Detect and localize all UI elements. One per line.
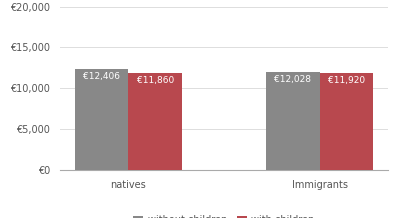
Text: €12,406: €12,406 xyxy=(83,72,120,81)
Bar xyxy=(266,72,320,170)
Text: €11,920: €11,920 xyxy=(328,76,365,85)
Legend: without children, with children: without children, with children xyxy=(130,211,318,218)
Bar xyxy=(320,73,373,170)
Text: €12,028: €12,028 xyxy=(274,75,311,84)
Bar xyxy=(128,73,182,170)
Text: €11,860: €11,860 xyxy=(136,76,174,85)
Bar xyxy=(75,69,128,170)
